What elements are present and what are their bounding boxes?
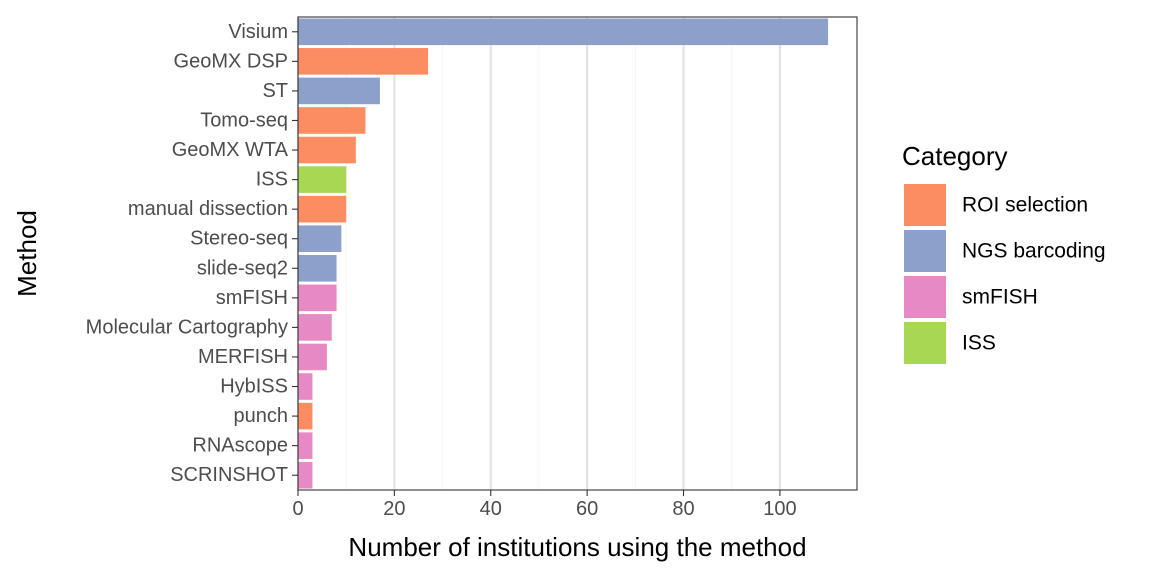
y-tick-label: MERFISH [198,346,288,368]
y-axis: Visium GeoMX DSP ST Tomo-seq GeoMX WTA ISS man… [86,21,298,486]
y-tick-label: Visium [228,21,288,43]
y-tick-label: slide-seq2 [197,257,288,279]
legend-label: ROI selection [962,194,1088,217]
bar [298,18,829,46]
bar [298,254,337,282]
y-tick-label: HybISS [220,376,288,398]
bar [298,107,366,134]
x-tick-label: 40 [480,498,502,520]
legend-label: NGS barcoding [962,240,1106,263]
y-tick-label: ISS [256,169,288,191]
bar [298,402,313,430]
legend-label: ISS [962,332,996,355]
bar [298,77,380,105]
bar [298,48,429,75]
y-tick-label: RNAscope [192,435,288,457]
x-tick-label: 20 [383,498,405,520]
y-tick-label: SCRINSHOT [170,464,288,486]
bar [298,373,313,400]
y-tick-label: GeoMX WTA [172,139,289,161]
y-tick-label: Molecular Cartography [86,316,288,338]
y-tick-label: Stereo-seq [190,228,288,250]
y-tick-label: smFISH [216,287,288,309]
bars [298,18,829,489]
x-axis-title: Number of institutions using the method [348,532,806,562]
bar [298,225,342,253]
y-tick-label: manual dissection [128,198,288,220]
legend-swatch [904,276,946,318]
bar [298,343,327,371]
y-tick-label: ST [262,80,288,102]
bar [298,432,313,459]
legend-swatch [904,322,946,364]
x-tick-label: 60 [576,498,598,520]
bar [298,314,332,341]
gridlines [296,17,781,490]
y-axis-title: Method [12,210,42,297]
bar [298,284,337,312]
legend: Category ROI selection NGS barcoding smFIS… [902,141,1106,364]
x-tick-label: 100 [763,498,796,520]
bar [298,461,313,489]
y-tick-label: Tomo-seq [200,109,288,131]
x-tick-label: 80 [672,498,694,520]
legend-title: Category [902,141,1008,171]
x-tick-label: 0 [292,498,303,520]
legend-label: smFISH [962,286,1038,309]
legend-swatch [904,184,946,226]
bar [298,166,347,193]
panel-border [297,16,858,491]
x-axis: 0 20 40 60 80 100 [292,490,797,520]
bar [298,195,347,223]
y-tick-label: GeoMX DSP [174,50,288,72]
y-tick-label: punch [234,405,289,427]
legend-swatch [904,230,946,272]
bar [298,136,356,164]
